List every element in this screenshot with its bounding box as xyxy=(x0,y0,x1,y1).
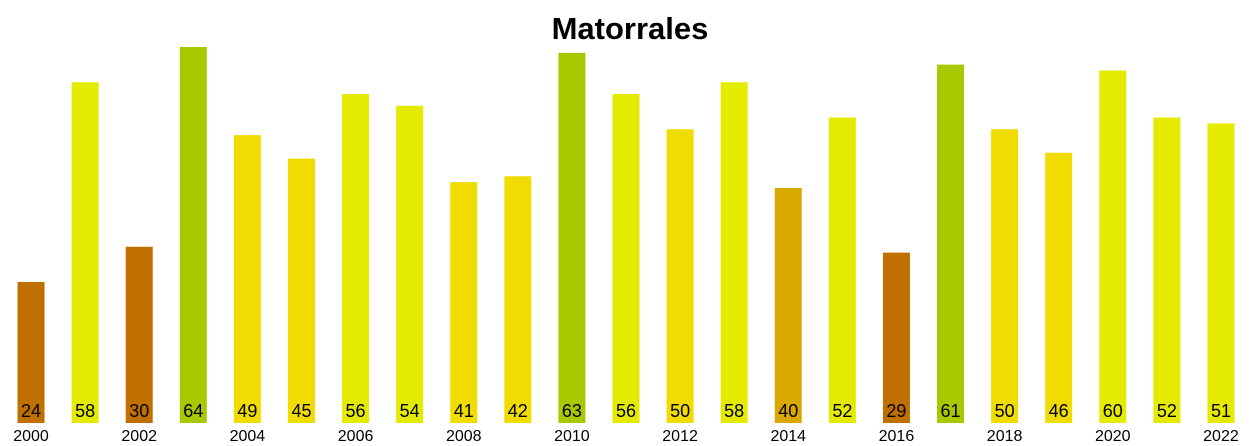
value-label: 52 xyxy=(832,401,852,421)
bar xyxy=(125,246,153,423)
value-label: 50 xyxy=(995,401,1015,421)
value-label: 64 xyxy=(183,401,203,421)
bar xyxy=(937,64,965,423)
x-tick-label: 2014 xyxy=(770,428,806,445)
value-label: 40 xyxy=(778,401,798,421)
value-label: 54 xyxy=(400,401,420,421)
x-tick-label: 2000 xyxy=(13,428,49,445)
x-tick-label: 2002 xyxy=(121,428,157,445)
value-label: 52 xyxy=(1157,401,1177,421)
x-tick-label: 2022 xyxy=(1203,428,1239,445)
value-label: 61 xyxy=(941,401,961,421)
value-label: 51 xyxy=(1211,401,1231,421)
bar xyxy=(774,188,802,423)
bar xyxy=(1207,123,1235,423)
value-label: 50 xyxy=(670,401,690,421)
bar xyxy=(396,105,424,423)
x-tick-label: 2018 xyxy=(987,428,1023,445)
x-tick-label: 2008 xyxy=(446,428,482,445)
bar xyxy=(828,117,856,423)
bar xyxy=(1153,117,1181,423)
bar xyxy=(342,94,370,423)
value-label: 63 xyxy=(562,401,582,421)
bar xyxy=(179,47,207,423)
bar xyxy=(233,135,261,423)
bar xyxy=(504,176,532,423)
bar xyxy=(882,252,910,423)
value-label: 58 xyxy=(724,401,744,421)
bar xyxy=(1045,152,1073,423)
bar xyxy=(666,129,694,423)
x-tick-label: 2016 xyxy=(879,428,915,445)
bar xyxy=(17,282,45,423)
bar xyxy=(720,82,748,423)
value-label: 58 xyxy=(75,401,95,421)
value-label: 29 xyxy=(886,401,906,421)
bar xyxy=(287,158,315,423)
value-label: 24 xyxy=(21,401,41,421)
value-label: 56 xyxy=(346,401,366,421)
chart-title: Matorrales xyxy=(552,11,709,46)
x-tick-label: 2020 xyxy=(1095,428,1131,445)
value-label: 49 xyxy=(237,401,257,421)
x-tick-label: 2006 xyxy=(338,428,374,445)
bar xyxy=(450,182,478,423)
x-tick-label: 2012 xyxy=(662,428,698,445)
bar xyxy=(1099,70,1127,423)
value-label: 42 xyxy=(508,401,528,421)
value-label: 41 xyxy=(454,401,474,421)
value-label: 45 xyxy=(291,401,311,421)
value-label: 56 xyxy=(616,401,636,421)
value-label: 60 xyxy=(1103,401,1123,421)
value-label: 46 xyxy=(1049,401,1069,421)
x-tick-label: 2010 xyxy=(554,428,590,445)
bar xyxy=(991,129,1019,423)
value-label: 30 xyxy=(129,401,149,421)
bar xyxy=(71,82,99,423)
bar xyxy=(558,52,586,423)
bar xyxy=(612,94,640,423)
x-tick-label: 2004 xyxy=(230,428,266,445)
